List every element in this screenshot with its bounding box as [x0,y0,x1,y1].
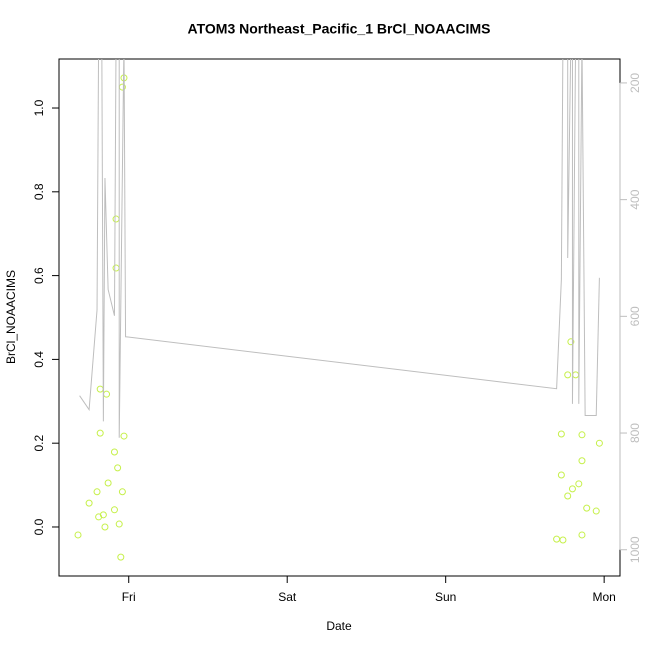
data-point [575,480,583,488]
plot-area [74,59,603,561]
data-point [564,492,572,500]
data-line [79,59,600,438]
y-tick-label: 0.4 [32,351,46,368]
data-point [567,338,575,346]
y2-tick-label: 1000 [628,536,642,563]
x-tick-label: Sun [435,590,456,604]
data-point [120,432,128,440]
x-axis-label: Date [326,619,352,633]
data-point [74,531,82,539]
data-point [572,371,580,379]
data-point [568,485,576,493]
data-point [112,264,120,272]
data-point [103,390,111,398]
y-tick-label: 1.0 [32,99,46,116]
x-tick-label: Fri [122,590,136,604]
data-point [578,531,586,539]
data-point [583,504,591,512]
data-point [559,536,567,544]
data-point [553,535,561,543]
data-point [104,479,112,487]
data-point [578,457,586,465]
data-point [557,430,565,438]
data-point [85,499,93,507]
y2-tick-label: 400 [628,189,642,209]
data-point [564,371,572,379]
y-tick-label: 0.6 [32,267,46,284]
y2-tick-label: 200 [628,73,642,93]
data-point [110,448,118,456]
data-point [110,506,118,514]
data-point [578,431,586,439]
data-point [99,511,107,519]
data-point [101,523,109,531]
y-axis-label: BrCl_NOAACIMS [4,270,18,364]
y2-tick-label: 600 [628,306,642,326]
data-point [96,385,104,393]
chart-title: ATOM3 Northeast_Pacific_1 BrCl_NOAACIMS [188,21,491,37]
data-point [115,520,123,528]
x-tick-label: Mon [592,590,615,604]
data-point [114,464,122,472]
data-point [112,215,120,223]
y-tick-label: 0.8 [32,183,46,200]
data-point [557,471,565,479]
y2-tick-label: 800 [628,423,642,443]
data-point [96,429,104,437]
data-point [592,507,600,515]
data-point [595,439,603,447]
data-point [117,553,125,561]
x-tick-label: Sat [278,590,297,604]
data-point [118,488,126,496]
plot-frame [58,58,621,577]
y-tick-label: 0.0 [32,518,46,535]
data-point [93,488,101,496]
y-tick-label: 0.2 [32,435,46,452]
